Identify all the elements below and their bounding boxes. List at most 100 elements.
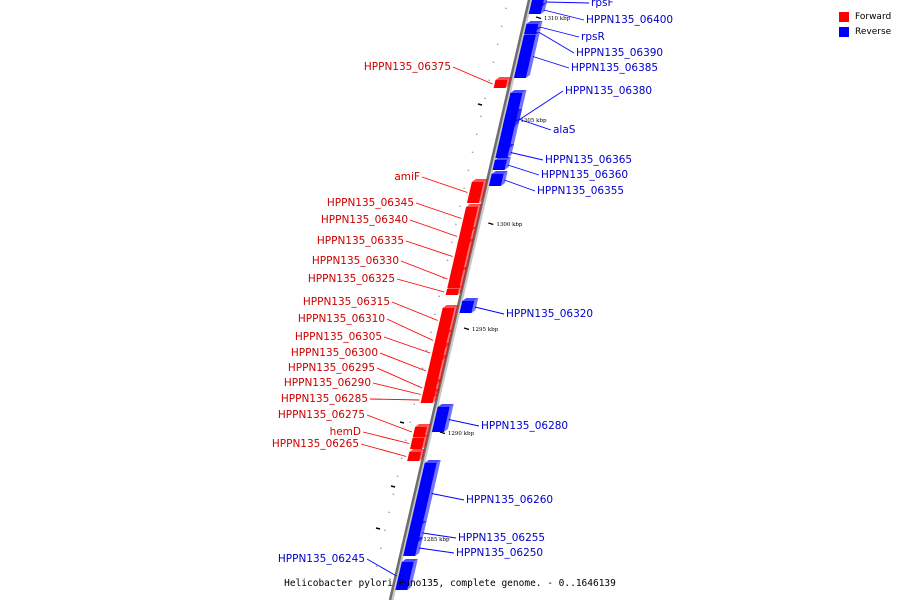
- gene-label: HPPN135_06335: [317, 235, 404, 247]
- gene-feature: [403, 540, 419, 556]
- gene-feature-top: [425, 379, 442, 382]
- axis-tick-label: 1290 kbp: [448, 431, 475, 437]
- gene-leader-line: [369, 398, 420, 401]
- gene-feature-top: [424, 460, 441, 463]
- gene-feature-top: [471, 179, 488, 182]
- axis-tick-label: 1285 kbp: [423, 537, 450, 543]
- minor-tick: [438, 295, 441, 297]
- gene-feature-top: [406, 537, 423, 540]
- gene-feature: [502, 112, 519, 126]
- minor-tick: [446, 259, 449, 261]
- legend-label-reverse: Reverse: [855, 26, 892, 37]
- gene-leader-line: [409, 219, 458, 237]
- forward-swatch: [839, 11, 849, 22]
- gene-feature-side: [463, 239, 474, 271]
- minor-tick: [463, 187, 466, 189]
- gene-feature: [460, 207, 479, 230]
- minor-tick: [467, 169, 470, 171]
- gene-feature: [451, 242, 470, 271]
- gene-feature: [495, 147, 510, 158]
- gene-label: alaS: [553, 124, 576, 136]
- gene-label: HPPN135_06305: [295, 331, 382, 343]
- minor-tick: [396, 475, 399, 477]
- gene-leader-line: [507, 164, 540, 176]
- minor-tick: [475, 133, 478, 135]
- reverse-swatch: [839, 26, 849, 37]
- gene-feature-top: [422, 394, 439, 397]
- gene-label: HPPN135_06355: [537, 185, 624, 197]
- gene-label: HPPN135_06385: [571, 62, 658, 74]
- gene-label: HPPN135_06345: [327, 197, 414, 209]
- minor-tick: [484, 97, 486, 99]
- gene-leader-line: [474, 306, 505, 315]
- gene-leader-line: [362, 431, 410, 444]
- gene-feature-side: [419, 449, 426, 461]
- minor-tick: [492, 61, 495, 63]
- minor-tick: [384, 529, 386, 531]
- gene-feature-top: [410, 521, 427, 524]
- minor-tick: [479, 115, 482, 117]
- gene-leader-line: [418, 547, 455, 554]
- minor-tick: [409, 421, 411, 423]
- gene-feature: [528, 6, 543, 14]
- minor-tick: [425, 349, 428, 351]
- minor-tick: [388, 511, 391, 513]
- gene-leader-line: [376, 367, 423, 389]
- gene-feature-side: [504, 157, 511, 170]
- gene-feature: [445, 289, 460, 295]
- gene-feature-side: [478, 179, 488, 203]
- minor-tick: [421, 367, 424, 369]
- gene-feature-side: [471, 298, 479, 313]
- gene-feature-top: [401, 559, 418, 562]
- gene-feature-top: [510, 90, 527, 93]
- gene-feature-top: [495, 77, 512, 80]
- gene-feature: [466, 182, 484, 203]
- gene-leader-line: [504, 179, 536, 192]
- gene-feature: [425, 358, 444, 384]
- minor-tick: [442, 277, 445, 279]
- minor-tick: [454, 223, 457, 225]
- gene-feature: [409, 438, 425, 449]
- gene-label: HPPN135_06245: [278, 553, 365, 565]
- gene-leader-line: [386, 318, 434, 341]
- legend: Forward Reverse: [839, 9, 891, 39]
- gene-feature-side: [507, 144, 514, 158]
- gene-feature-top: [433, 343, 450, 346]
- minor-tick: [371, 583, 374, 585]
- minor-tick: [379, 547, 382, 549]
- gene-leader-line: [415, 202, 462, 219]
- gene-label: HPPN135_06390: [576, 47, 663, 59]
- gene-feature-side: [505, 77, 512, 88]
- gene-leader-line: [379, 352, 427, 372]
- gene-feature-top: [462, 298, 479, 301]
- minor-tick: [477, 103, 483, 106]
- gene-feature-top: [530, 3, 547, 6]
- gene-label: HPPN135_06360: [541, 169, 628, 181]
- gene-feature-top: [526, 21, 543, 24]
- gene-feature-top: [451, 267, 468, 270]
- minor-tick: [504, 7, 507, 9]
- gene-label: HPPN135_06380: [565, 85, 652, 97]
- axis-tick: [535, 16, 542, 20]
- gene-leader-line: [396, 278, 445, 293]
- minor-tick: [404, 439, 407, 441]
- minor-tick: [413, 403, 416, 405]
- gene-leader-line: [400, 260, 448, 280]
- gene-leader-line: [431, 493, 465, 501]
- gene-label: HPPN135_06325: [308, 273, 395, 285]
- minor-tick: [390, 485, 396, 488]
- gene-feature: [493, 80, 508, 88]
- gene-feature-top: [466, 204, 483, 207]
- gene-feature: [513, 35, 536, 78]
- gene-leader-line: [545, 1, 590, 4]
- gene-feature: [492, 160, 507, 170]
- gene-leader-line: [538, 31, 575, 54]
- gene-label: HPPN135_06340: [321, 214, 408, 226]
- gene-feature-side: [457, 286, 464, 295]
- gene-label: HPPN135_06400: [586, 14, 673, 26]
- gene-label: rpsR: [581, 31, 605, 43]
- gene-feature-top: [491, 171, 508, 174]
- gene-label: HPPN135_06280: [481, 420, 568, 432]
- minor-tick: [400, 457, 403, 459]
- gene-feature: [410, 463, 437, 524]
